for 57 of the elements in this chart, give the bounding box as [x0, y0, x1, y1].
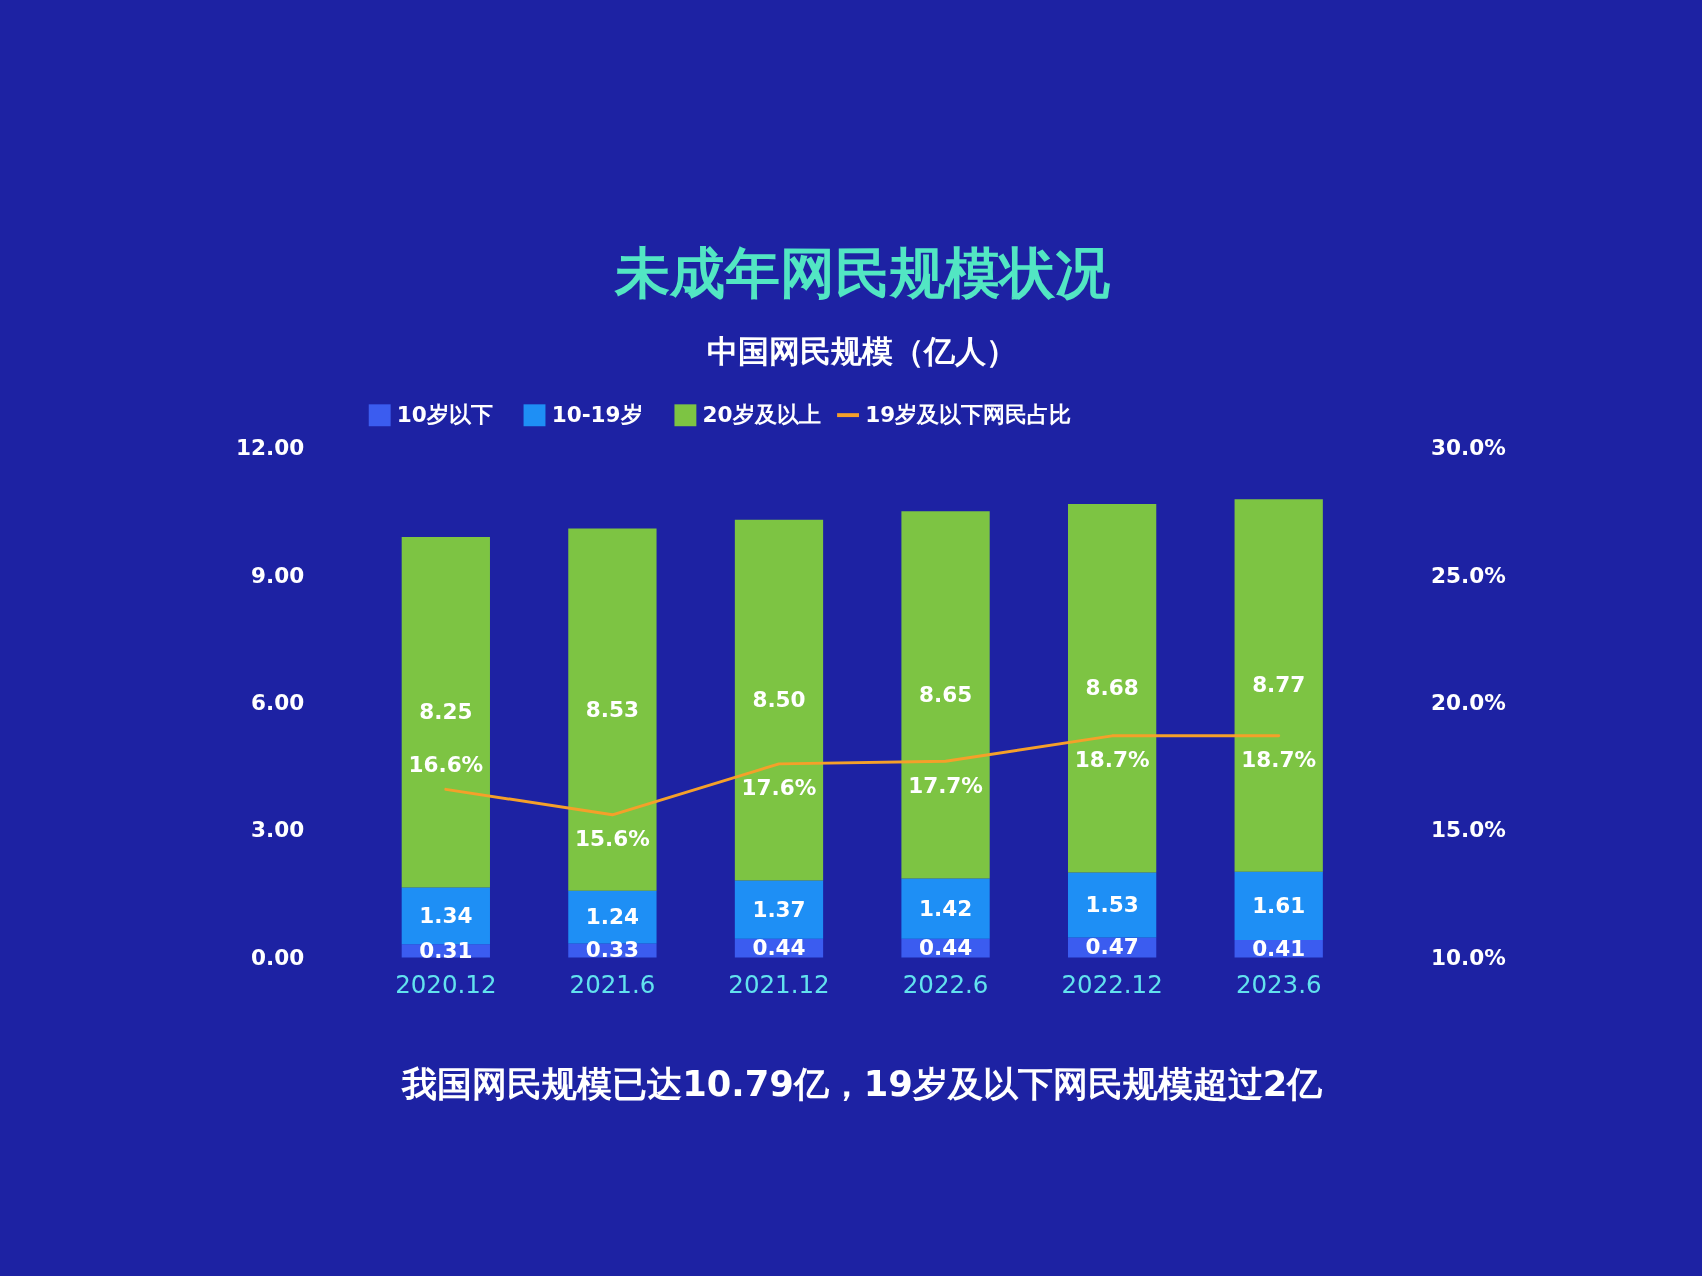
data-label: 0.31 [419, 937, 473, 963]
data-label: 1.24 [585, 903, 639, 929]
data-label: 1.34 [419, 902, 473, 928]
data-label: 8.68 [1085, 675, 1139, 701]
data-label: 8.25 [419, 699, 473, 725]
y-tick-label: 6.00 [251, 690, 305, 716]
y2-tick-label: 30.0% [1431, 435, 1506, 461]
data-label: 1.37 [752, 896, 806, 922]
x-tick-label: 2021.12 [728, 970, 830, 1000]
data-label: 18.7% [1074, 747, 1150, 773]
legend-label: 20岁及以上 [702, 402, 821, 428]
data-label: 0.33 [585, 937, 639, 963]
legend-label: 10岁以下 [396, 402, 493, 428]
x-tick-label: 2023.6 [1235, 970, 1322, 1000]
x-tick-label: 2021.6 [569, 970, 656, 1000]
y-tick-label: 9.00 [251, 562, 305, 588]
data-label: 18.7% [1241, 747, 1317, 773]
y-tick-label: 12.00 [236, 435, 305, 461]
bar [734, 880, 824, 939]
y-tick-label: 3.00 [251, 817, 305, 843]
data-label: 1.42 [918, 895, 973, 921]
data-label: 0.44 [752, 934, 806, 960]
data-label: 1.53 [1085, 891, 1139, 917]
legend-label: 10-19岁 [551, 402, 643, 428]
data-label: 8.65 [918, 681, 973, 707]
bar [1234, 871, 1323, 941]
y2-tick-label: 10.0% [1431, 944, 1506, 970]
y-tick-label: 0.00 [251, 944, 305, 970]
x-tick-label: 2022.6 [902, 970, 989, 1000]
bar [1067, 504, 1157, 873]
bar [1067, 872, 1157, 938]
chart-subtitle: 中国网民规模（亿人） [707, 332, 1018, 369]
data-label: 0.47 [1085, 934, 1139, 960]
legend-label: 19岁及以下网民占比 [865, 401, 1072, 427]
data-label: 0.41 [1252, 935, 1306, 961]
y2-tick-label: 25.0% [1431, 562, 1506, 588]
data-label: 15.6% [575, 826, 650, 852]
y2-tick-label: 15.0% [1431, 817, 1506, 843]
bar [734, 519, 824, 881]
data-label: 17.6% [741, 775, 817, 801]
data-label: 8.50 [752, 687, 806, 713]
y2-tick-label: 20.0% [1431, 690, 1506, 716]
x-tick-label: 2022.12 [1061, 970, 1163, 1000]
x-tick-label: 2020.12 [395, 970, 497, 1000]
bar [568, 528, 657, 891]
bar [401, 537, 490, 888]
data-label: 8.77 [1252, 672, 1306, 698]
data-label: 0.44 [918, 934, 973, 960]
data-label: 8.53 [585, 696, 639, 722]
bar [1234, 499, 1323, 872]
data-label: 17.7% [908, 772, 983, 798]
data-label: 1.61 [1252, 892, 1306, 918]
data-label: 16.6% [408, 751, 484, 777]
chart-title: 未成年网民规模状况 [613, 241, 1110, 306]
text: 我国网民规模已达10.79亿，19岁及以下网民规模超过2亿 [401, 1062, 1324, 1104]
bar [901, 878, 990, 939]
bar [901, 511, 990, 879]
